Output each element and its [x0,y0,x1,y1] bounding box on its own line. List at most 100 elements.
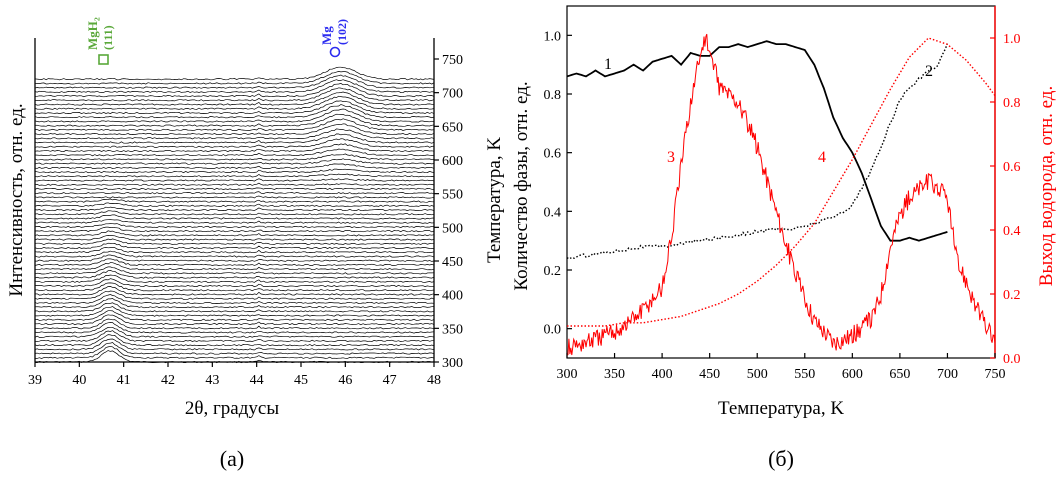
panel-b-left-title: Количество фазы, отн. ед. [511,81,532,290]
right-tick-label: 450 [442,255,463,270]
xrd-trace [34,206,435,212]
xrd-trace [35,345,435,359]
xrd-trace [34,350,435,364]
xrd-trace [34,258,435,266]
x-tick-label: 43 [205,373,219,388]
panel-b-plot-frame [566,5,996,359]
panel-a-caption: (а) [220,446,244,471]
xrd-trace [34,262,435,271]
mgh2-hkl: (111) [101,25,115,50]
left-tick-label: 0.8 [544,88,562,103]
mgh2-label: MgH₂ [85,17,100,50]
x-tick-label: 550 [794,367,815,382]
right-tick-label: 550 [442,188,463,203]
panel-b-right-ticks: 0.0 0.2 0.4 0.6 0.8 1.0 [990,32,1021,367]
xrd-trace [34,318,435,330]
panel-a-xrd-chart: 39 40 41 42 43 44 45 46 47 48 300 350 400 450 500 550 6… [6,17,505,471]
xrd-trace [34,83,435,98]
xrd-trace [35,254,435,262]
x-tick-label: 300 [557,367,578,382]
panel-a-right-ticks: 300 350 400 450 500 550 600 650 700 750 [434,53,463,371]
series-3-line [566,33,996,356]
curve-4-label: 4 [818,149,826,166]
xrd-trace [34,210,435,216]
right-tick-label: 0.6 [1003,160,1021,175]
xrd-trace [34,87,435,102]
xrd-trace [34,326,435,338]
xrd-trace [34,278,435,288]
right-tick-label: 350 [442,322,463,337]
mg-peak-annotation: Mg (102) [319,19,349,58]
left-tick-label: 0.4 [544,205,562,220]
x-tick-label: 400 [652,367,673,382]
x-tick-label: 40 [72,373,86,388]
x-tick-label: 45 [294,373,308,388]
xrd-trace [34,108,435,123]
xrd-trace [34,113,435,127]
xrd-trace [34,148,435,157]
panel-a-left-title: Интенсивность, отн. ед. [6,103,27,296]
xrd-trace [34,214,435,220]
circle-marker-icon [329,46,341,58]
panel-b-right-title: Выход водорода, отн. ед. [1036,86,1057,286]
x-tick-label: 42 [161,373,175,388]
xrd-trace [34,302,435,313]
xrd-trace [34,230,435,237]
xrd-trace [34,270,435,279]
right-tick-label: 0.4 [1003,224,1021,239]
xrd-trace [34,104,435,119]
xrd-trace [34,290,435,300]
xrd-trace [34,274,435,283]
left-tick-label: 0.0 [544,323,562,338]
left-tick-label: 1.0 [544,29,562,44]
panel-b-series [566,33,996,356]
panel-a-right-title: Температура, K [484,137,505,263]
xrd-trace [35,314,435,326]
xrd-trace [34,342,435,355]
mg-label: Mg [319,26,334,45]
xrd-trace [34,223,435,228]
xrd-trace [34,310,435,321]
x-tick-label: 46 [338,373,352,388]
panel-b-phase-chart: 300 350 400 450 500 550 600 650 700 750 0.0 0.2 0.4… [511,5,1057,471]
xrd-trace [34,195,435,199]
xrd-trace [34,74,434,89]
xrd-trace [34,286,435,296]
xrd-trace [34,250,435,258]
xrd-trace [34,158,435,165]
x-tick-label: 700 [937,367,958,382]
panel-b-caption: (б) [768,446,794,471]
x-tick-label: 350 [604,367,625,382]
xrd-trace [34,338,435,351]
right-tick-label: 750 [442,53,463,68]
x-tick-label: 600 [842,367,863,382]
xrd-trace [34,71,435,85]
right-tick-label: 0.0 [1003,352,1021,367]
xrd-trace [34,123,435,136]
mgh2-peak-annotation: MgH₂ (111) [85,17,115,65]
xrd-trace [34,330,434,342]
square-marker-icon [98,54,109,65]
right-tick-label: 0.8 [1003,96,1021,111]
panel-b-x-title: Температура, K [718,398,844,419]
xrd-trace [34,322,435,334]
xrd-traces [34,66,435,364]
x-tick-label: 48 [427,373,441,388]
x-tick-label: 39 [28,373,42,388]
xrd-trace [34,79,435,93]
x-tick-label: 450 [699,367,720,382]
panel-b-left-ticks: 0.0 0.2 0.4 0.6 0.8 1.0 [544,29,572,338]
xrd-trace [34,238,434,245]
xrd-trace [34,235,435,241]
curve-3-label: 3 [667,149,675,166]
series-1-line [566,40,948,242]
xrd-trace [34,173,435,178]
right-tick-label: 1.0 [1003,32,1021,47]
curve-1-label: 1 [604,56,612,73]
xrd-trace [34,219,435,224]
xrd-trace [35,306,435,317]
mg-hkl: (102) [335,19,349,45]
xrd-trace [34,143,435,152]
right-tick-label: 600 [442,154,463,169]
right-tick-label: 400 [442,289,463,304]
